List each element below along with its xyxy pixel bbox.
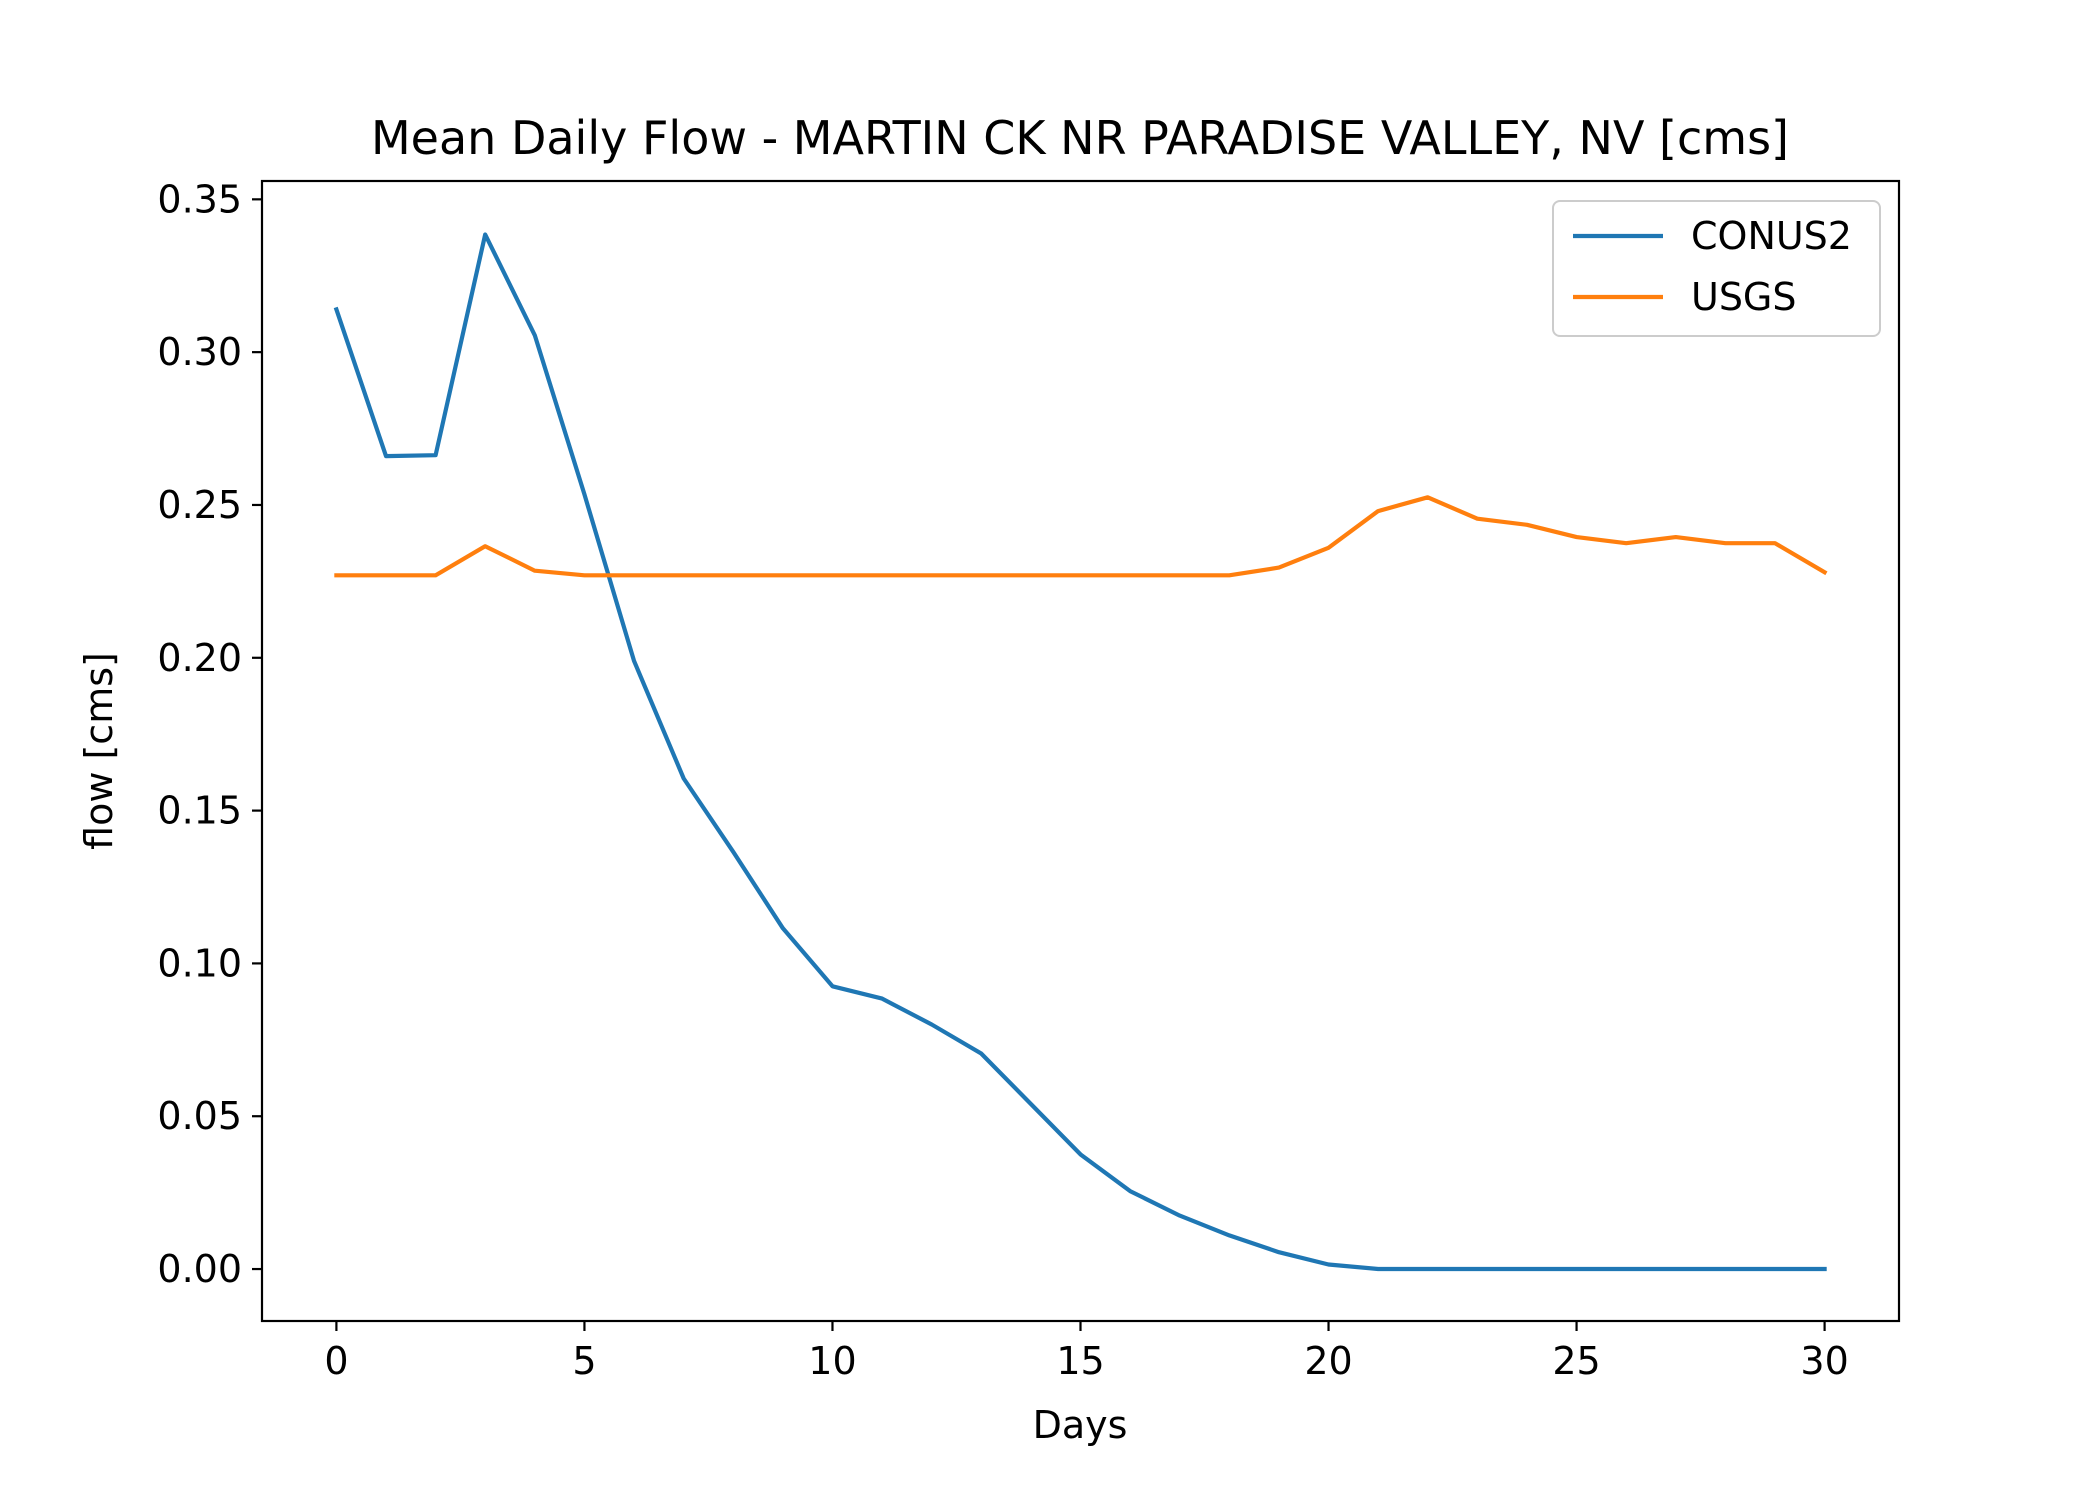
- x-tick-label: 30: [1800, 1339, 1848, 1383]
- y-tick-label: 0.05: [157, 1094, 242, 1138]
- y-tick-label: 0.35: [157, 177, 242, 221]
- chart-title: Mean Daily Flow - MARTIN CK NR PARADISE …: [371, 111, 1789, 165]
- x-axis-ticks: 0 5 10 15 20 25 30: [324, 1321, 1849, 1383]
- x-tick-label: 0: [324, 1339, 348, 1383]
- y-axis-title: flow [cms]: [77, 652, 121, 850]
- series-line-conus2: [333, 232, 1827, 1272]
- x-tick-label: 10: [808, 1339, 856, 1383]
- legend-label-usgs: USGS: [1691, 275, 1797, 319]
- y-tick-label: 0.10: [157, 941, 242, 985]
- series-line-usgs: [334, 495, 1828, 578]
- x-axis-title: Days: [1033, 1403, 1128, 1447]
- x-tick-label: 20: [1304, 1339, 1352, 1383]
- y-tick-label: 0.20: [157, 636, 242, 680]
- x-tick-label: 25: [1552, 1339, 1600, 1383]
- x-tick-label: 5: [572, 1339, 596, 1383]
- y-tick-label: 0.15: [157, 789, 242, 833]
- plot-marks: [333, 232, 1828, 1272]
- y-tick-label: 0.25: [157, 483, 242, 527]
- y-tick-label: 0.30: [157, 330, 242, 374]
- legend: CONUS2 USGS: [1552, 200, 1881, 337]
- x-tick-label: 15: [1056, 1339, 1104, 1383]
- legend-label-conus2: CONUS2: [1691, 214, 1852, 258]
- y-axis-ticks: 0.00 0.05 0.10 0.15 0.20 0.25 0.30 0.35: [157, 177, 262, 1291]
- y-tick-label: 0.00: [157, 1247, 242, 1291]
